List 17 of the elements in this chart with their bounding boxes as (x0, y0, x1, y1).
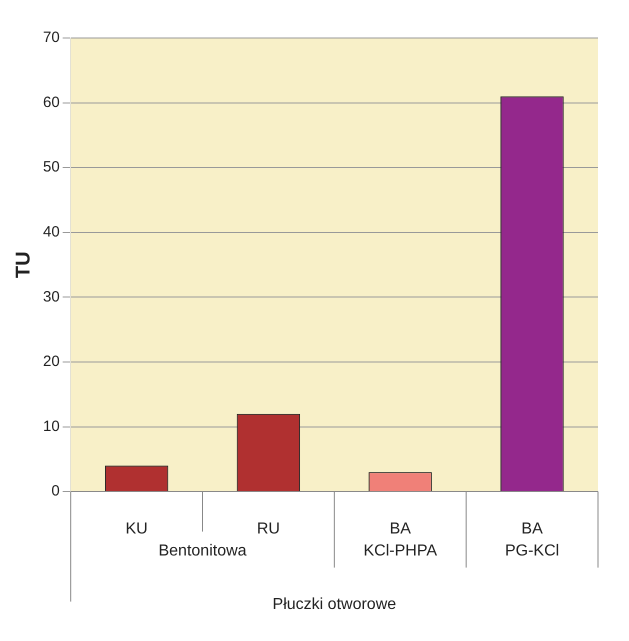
x-tick-label: RU (256, 520, 280, 538)
y-axis-title: TU (12, 251, 35, 278)
text: KCl-PHPA (364, 542, 438, 560)
y-tick-label: 10 (42, 418, 60, 435)
y-tick-label: 40 (42, 224, 60, 241)
y-tick-label: 60 (42, 94, 60, 111)
y-tick-label: 0 (51, 482, 60, 500)
x-axis-title: Płuczki otworowe (272, 596, 396, 613)
y-tick-label: 50 (42, 158, 60, 176)
text: Bentonitowa (158, 542, 247, 560)
y-tick-label: 20 (42, 353, 60, 370)
x-tick-label: BA (390, 520, 412, 538)
x-tick-label: KU (125, 520, 148, 538)
y-tick-label: 30 (42, 288, 60, 306)
x-tick-label: BA (521, 520, 544, 538)
text: PG-KCl (504, 542, 560, 560)
y-tick-label: 70 (42, 29, 60, 46)
